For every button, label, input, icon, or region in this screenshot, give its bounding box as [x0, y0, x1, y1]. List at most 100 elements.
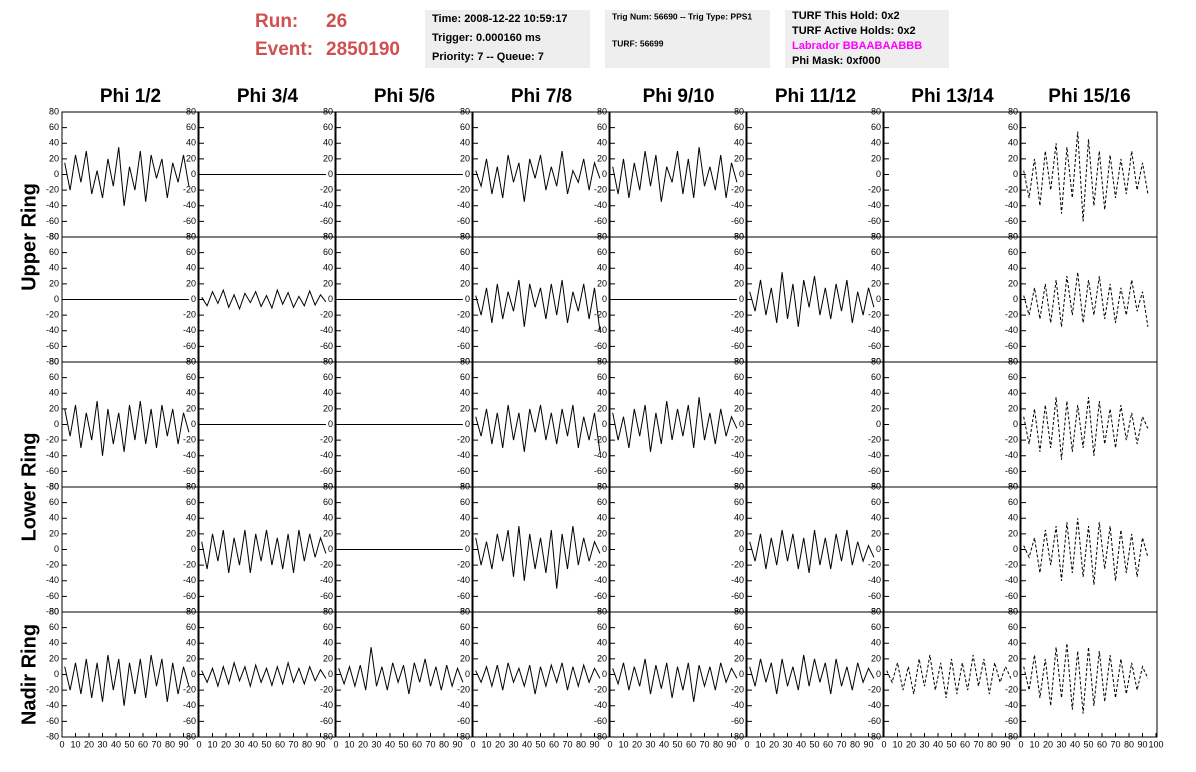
- y-tick-label: 80: [597, 356, 607, 366]
- y-tick-label: 0: [54, 169, 59, 179]
- y-tick-label: 60: [323, 122, 333, 132]
- panel-frame: [472, 361, 610, 488]
- y-tick-label: -80: [457, 606, 470, 616]
- y-tick-label: -40: [594, 700, 607, 710]
- y-tick-label: 60: [597, 372, 607, 382]
- y-tick-label: -60: [868, 591, 881, 601]
- y-tick-label: 20: [871, 403, 881, 413]
- x-tick-label: 50: [261, 739, 271, 749]
- y-tick-label: 60: [734, 122, 744, 132]
- y-tick-label: -40: [457, 575, 470, 585]
- panel-frame: [883, 236, 1021, 363]
- x-tick-label: 70: [425, 739, 435, 749]
- y-tick-label: 60: [1008, 247, 1018, 257]
- x-tick-label: 40: [796, 739, 806, 749]
- y-tick-label: -20: [46, 185, 59, 195]
- x-tick-label: 80: [713, 739, 723, 749]
- y-tick-label: -20: [457, 685, 470, 695]
- y-tick-label: 80: [460, 231, 470, 241]
- x-tick-label: 10: [70, 739, 80, 749]
- y-tick-label: 80: [186, 481, 196, 491]
- y-tick-label: 20: [871, 653, 881, 663]
- x-tick-label: 0: [470, 739, 475, 749]
- y-tick-label: 20: [871, 278, 881, 288]
- y-tick-label: -40: [320, 325, 333, 335]
- y-tick-label: 60: [734, 497, 744, 507]
- y-tick-label: -60: [457, 716, 470, 726]
- x-tick-label: 40: [248, 739, 258, 749]
- y-tick-label: -80: [594, 481, 607, 491]
- y-tick-label: 80: [734, 231, 744, 241]
- y-tick-label: -40: [320, 700, 333, 710]
- y-tick-label: 80: [734, 106, 744, 116]
- y-tick-label: -20: [320, 185, 333, 195]
- x-tick-label: 20: [769, 739, 779, 749]
- y-tick-label: 60: [460, 247, 470, 257]
- y-tick-label: -80: [183, 606, 196, 616]
- y-tick-label: 60: [1008, 122, 1018, 132]
- y-tick-label: 0: [328, 169, 333, 179]
- x-tick-label: 0: [1018, 739, 1023, 749]
- column-title: Phi 11/12: [775, 86, 856, 107]
- y-tick-label: 60: [186, 622, 196, 632]
- y-tick-label: 20: [1008, 153, 1018, 163]
- waveform: [749, 654, 875, 695]
- waveform: [1023, 397, 1149, 460]
- y-tick-label: -80: [320, 731, 333, 741]
- y-tick-label: -80: [868, 606, 881, 616]
- y-tick-label: 40: [323, 388, 333, 398]
- y-tick-label: 0: [328, 419, 333, 429]
- y-tick-label: -20: [320, 435, 333, 445]
- panel-frame: [472, 111, 610, 238]
- y-tick-label: 80: [186, 356, 196, 366]
- y-tick-label: 20: [871, 153, 881, 163]
- y-tick-label: -40: [868, 450, 881, 460]
- y-tick-label: 20: [460, 528, 470, 538]
- panel-frame: [746, 611, 884, 738]
- y-tick-label: 0: [876, 419, 881, 429]
- y-tick-label: 0: [876, 544, 881, 554]
- y-tick-label: 40: [734, 388, 744, 398]
- x-tick-label: 70: [973, 739, 983, 749]
- y-tick-label: -60: [320, 591, 333, 601]
- x-tick-label: 60: [686, 739, 696, 749]
- y-tick-label: -60: [594, 591, 607, 601]
- y-tick-label: -80: [868, 731, 881, 741]
- column-title: Phi 1/2: [100, 86, 161, 107]
- panel-frame: [61, 111, 199, 238]
- y-tick-label: 0: [54, 544, 59, 554]
- y-tick-label: -40: [868, 200, 881, 210]
- x-tick-label: 30: [371, 739, 381, 749]
- x-tick-label: 70: [151, 739, 161, 749]
- waveform: [475, 526, 601, 589]
- x-tick-label: 10: [892, 739, 902, 749]
- y-tick-label: 0: [465, 419, 470, 429]
- panel-frame: [609, 111, 747, 238]
- y-tick-label: -60: [1005, 341, 1018, 351]
- y-tick-label: -80: [1005, 481, 1018, 491]
- y-tick-label: -80: [183, 481, 196, 491]
- y-tick-label: 20: [734, 278, 744, 288]
- y-tick-label: 40: [871, 513, 881, 523]
- y-tick-label: 20: [186, 403, 196, 413]
- info-line: Phi Mask: 0xf000: [792, 55, 881, 67]
- y-tick-label: 20: [597, 653, 607, 663]
- y-tick-label: -40: [868, 700, 881, 710]
- y-tick-label: -60: [457, 591, 470, 601]
- y-tick-label: 80: [734, 481, 744, 491]
- y-tick-label: 40: [1008, 638, 1018, 648]
- x-tick-label: 90: [863, 739, 873, 749]
- y-tick-label: -20: [457, 560, 470, 570]
- y-tick-label: -40: [46, 450, 59, 460]
- y-tick-label: 0: [191, 294, 196, 304]
- y-tick-label: 60: [597, 497, 607, 507]
- y-tick-label: -40: [1005, 575, 1018, 585]
- y-tick-label: 80: [734, 606, 744, 616]
- y-tick-label: 40: [871, 638, 881, 648]
- y-tick-label: 80: [1008, 606, 1018, 616]
- y-tick-label: -80: [1005, 606, 1018, 616]
- y-tick-label: -60: [183, 216, 196, 226]
- y-tick-label: -20: [731, 310, 744, 320]
- waveform: [1023, 131, 1149, 222]
- x-tick-label: 80: [1124, 739, 1134, 749]
